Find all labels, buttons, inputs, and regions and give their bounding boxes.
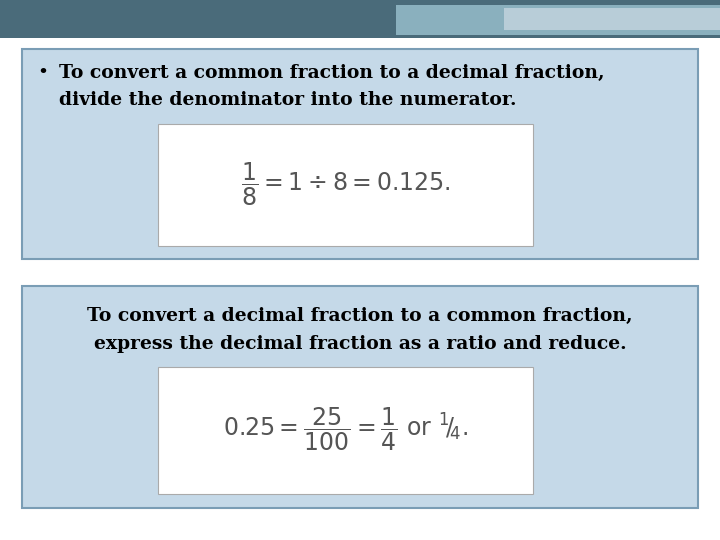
Text: $\dfrac{1}{8} = 1 \div 8 = 0.125.$: $\dfrac{1}{8} = 1 \div 8 = 0.125.$ [240, 161, 451, 208]
FancyBboxPatch shape [22, 286, 698, 508]
FancyBboxPatch shape [22, 49, 698, 259]
Text: To convert a common fraction to a decimal fraction,: To convert a common fraction to a decima… [59, 64, 605, 82]
Text: express the decimal fraction as a ratio and reduce.: express the decimal fraction as a ratio … [94, 335, 626, 353]
Text: To convert a decimal fraction to a common fraction,: To convert a decimal fraction to a commo… [87, 307, 633, 325]
Text: divide the denominator into the numerator.: divide the denominator into the numerato… [59, 91, 516, 109]
Text: $0.25 = \dfrac{25}{100} = \dfrac{1}{4}\ \mathrm{or}\ {}^{1}\!/\!{}_{4}.$: $0.25 = \dfrac{25}{100} = \dfrac{1}{4}\ … [223, 406, 468, 453]
Text: •: • [37, 64, 48, 82]
FancyBboxPatch shape [0, 0, 720, 38]
FancyBboxPatch shape [504, 8, 720, 30]
FancyBboxPatch shape [396, 5, 720, 35]
FancyBboxPatch shape [158, 367, 533, 494]
FancyBboxPatch shape [158, 124, 533, 246]
